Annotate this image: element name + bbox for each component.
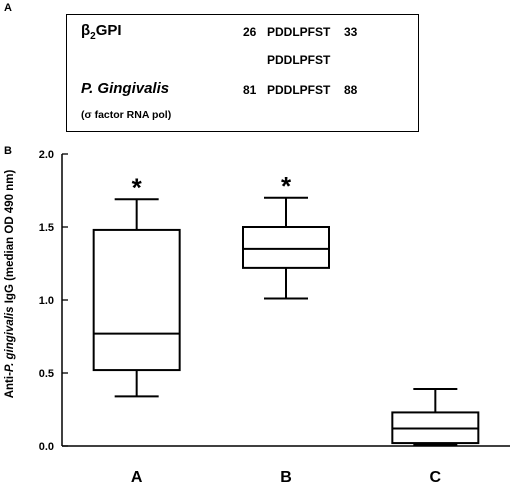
significance-star: *	[132, 172, 143, 202]
y-tick-label: 2.0	[39, 149, 54, 161]
x-category-label: B	[280, 469, 292, 486]
shared-sequence: PDDLPFST	[267, 53, 331, 67]
y-tick-label: 1.5	[39, 222, 54, 234]
protein1-end: 33	[344, 25, 358, 39]
y-tick-label: 0.0	[39, 441, 54, 453]
chart-axes: 0.0 0.5 1.0 1.5 2.0 A B C	[39, 149, 510, 486]
box-iqr	[242, 226, 330, 269]
protein2-start: 81	[243, 83, 257, 97]
protein1-start: 26	[243, 25, 257, 39]
chart-marks: * *	[92, 171, 480, 446]
x-category-label: A	[131, 469, 143, 486]
protein2-note: (σ factor RNA pol)	[81, 109, 172, 121]
panel-a-letter: A	[4, 2, 12, 14]
panel-b-letter: B	[4, 145, 12, 157]
y-tick-label: 0.5	[39, 368, 54, 380]
box-plot-chart: 0.00.51.01.52.0A B C * * Anti-P. gingivalis…	[4, 149, 510, 486]
protein2-sequence: PDDLPFST	[267, 83, 331, 97]
protein1-sequence: PDDLPFST	[267, 25, 331, 39]
y-tick-label: 1.0	[39, 295, 54, 307]
sequence-alignment-box: β2GPI 26 PDDLPFST 33 PDDLPFST P. Gingiva…	[66, 14, 419, 132]
protein1-name: β2GPI	[81, 22, 122, 42]
protein2-name: P. Gingivalis	[81, 80, 170, 97]
protein2-end: 88	[344, 83, 358, 97]
y-axis-label: Anti-P. gingivalis IgG (median OD 490 nm…	[4, 170, 16, 399]
significance-star: *	[281, 171, 292, 201]
box-iqr	[92, 228, 181, 372]
x-category-label: C	[430, 469, 442, 486]
